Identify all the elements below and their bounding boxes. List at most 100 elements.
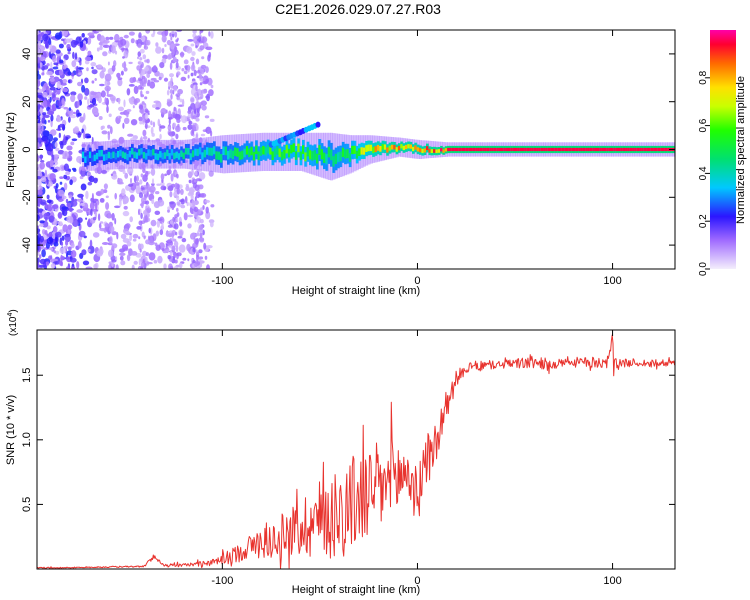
- noise-cell: [196, 254, 199, 262]
- noise-cell: [37, 257, 40, 264]
- ridge-core: [128, 150, 132, 158]
- noise-cell: [71, 266, 76, 269]
- noise-cell: [63, 134, 66, 143]
- ridge-core: [121, 151, 125, 158]
- noise-cell: [132, 238, 137, 242]
- ridge-core: [196, 148, 200, 157]
- ridge-core: [213, 146, 216, 155]
- ridge-core: [135, 152, 139, 159]
- noise-cell: [40, 32, 45, 36]
- noise-cell: [163, 263, 167, 269]
- ridge-core: [416, 147, 420, 152]
- noise-cell: [42, 60, 46, 66]
- spectrogram-y-label: Frequency (Hz): [5, 112, 17, 188]
- noise-cell: [59, 260, 63, 266]
- ridge-core: [102, 154, 106, 161]
- noise-cell: [60, 82, 67, 86]
- noise-cell: [169, 220, 174, 225]
- ridge-core: [505, 147, 509, 152]
- noise-cell: [187, 39, 194, 42]
- ridge-core: [341, 147, 345, 158]
- ridge-core: [180, 150, 183, 157]
- ridge-core: [299, 151, 303, 161]
- ridge-core: [376, 144, 380, 151]
- ridge-core: [397, 145, 401, 151]
- ridge-core: [643, 147, 647, 152]
- noise-cell: [138, 220, 143, 226]
- ridge-core: [259, 147, 263, 156]
- ridge-core: [498, 147, 502, 152]
- ridge-core: [220, 154, 223, 163]
- noise-cell: [41, 176, 47, 183]
- noise-cell: [70, 94, 76, 103]
- noise-cell: [147, 119, 150, 123]
- colorbar-label: Normalized spectral amplitude: [735, 76, 747, 224]
- noise-cell: [111, 65, 116, 72]
- noise-cell: [65, 198, 69, 204]
- noise-cell: [123, 99, 126, 108]
- noise-cell: [169, 32, 172, 37]
- noise-cell: [194, 238, 199, 245]
- noise-cell: [167, 81, 173, 88]
- ridge-core: [187, 148, 190, 155]
- noise-cell: [63, 174, 68, 180]
- ridge-core: [604, 147, 607, 152]
- noise-cell: [77, 81, 83, 87]
- noise-cell: [157, 118, 161, 127]
- ridge-core: [636, 147, 640, 152]
- ridge-core: [271, 151, 274, 160]
- noise-cell: [89, 239, 93, 248]
- noise-cell: [111, 45, 116, 54]
- noise-cell: [190, 64, 196, 72]
- noise-cell: [51, 258, 59, 262]
- noise-cell: [39, 62, 43, 68]
- noise-cell: [86, 67, 89, 72]
- ridge-core: [119, 149, 122, 157]
- noise-cell: [167, 209, 170, 213]
- ridge-core: [646, 147, 649, 152]
- noise-cell: [176, 187, 181, 195]
- noise-cell: [143, 45, 149, 50]
- noise-cell: [99, 45, 103, 51]
- noise-cell: [133, 175, 137, 183]
- noise-cell: [187, 223, 192, 229]
- noise-cell: [174, 31, 178, 38]
- noise-cell: [72, 51, 75, 60]
- ridge-core: [611, 147, 614, 152]
- noise-cell: [161, 248, 165, 252]
- noise-cell: [180, 204, 186, 209]
- noise-cell: [115, 264, 119, 269]
- noise-cell: [72, 168, 77, 172]
- ridge-core: [664, 147, 668, 152]
- noise-cell: [174, 259, 178, 264]
- noise-cell: [130, 119, 138, 126]
- ridge-core: [608, 147, 612, 152]
- noise-cell: [199, 218, 204, 224]
- noise-cell: [169, 73, 174, 78]
- ridge-core: [489, 147, 492, 152]
- noise-cell: [58, 69, 64, 76]
- ridge-core: [93, 154, 97, 162]
- ridge-core: [515, 147, 518, 152]
- noise-cell: [210, 84, 214, 89]
- ridge-core: [313, 150, 317, 160]
- noise-cell: [91, 97, 97, 106]
- noise-cell: [76, 261, 80, 269]
- noise-cell: [157, 218, 163, 222]
- ridge-core: [362, 147, 366, 155]
- ridge-core: [529, 147, 532, 152]
- noise-cell: [120, 233, 127, 240]
- noise-cell: [205, 126, 212, 134]
- noise-cell: [68, 206, 73, 212]
- noise-cell: [175, 61, 179, 69]
- noise-cell: [82, 260, 90, 266]
- noise-cell: [45, 261, 50, 266]
- noise-cell: [176, 207, 179, 212]
- ridge-core: [287, 148, 291, 158]
- noise-cell: [183, 212, 188, 221]
- noise-cell: [41, 249, 46, 258]
- ridge-core: [405, 144, 408, 150]
- noise-cell: [92, 232, 100, 238]
- snr-multiplier-base: (x10: [8, 316, 19, 336]
- ridge-core: [133, 151, 136, 159]
